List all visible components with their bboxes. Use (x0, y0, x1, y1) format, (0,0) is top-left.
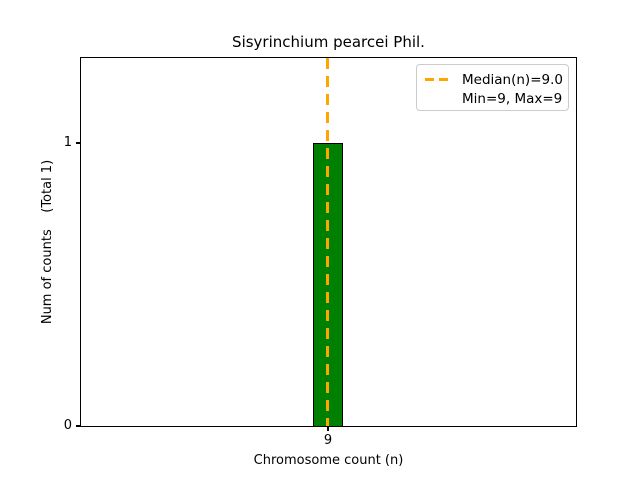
y-tick-label-1: 1 (63, 135, 72, 150)
y-tick-mark-0 (76, 425, 80, 427)
legend-label-minmax: Min=9, Max=9 (462, 90, 563, 107)
dashed-line-icon (425, 78, 452, 81)
legend-box: Median(n)=9.0 Min=9, Max=9 (416, 64, 569, 111)
legend-item-minmax: Min=9, Max=9 (425, 89, 563, 108)
y-tick-label-0: 0 (63, 418, 72, 433)
x-axis-label: Chromosome count (n) (253, 453, 404, 468)
legend-item-median: Median(n)=9.0 (425, 70, 563, 89)
y-axis-label: Num of counts (Total 1) (40, 159, 55, 325)
x-tick-label-9: 9 (323, 433, 333, 448)
median-reference-line (326, 58, 329, 426)
chart-title: Sisyrinchium pearcei Phil. (232, 33, 425, 51)
legend-label-median: Median(n)=9.0 (462, 71, 563, 88)
y-tick-mark-1 (76, 142, 80, 144)
x-tick-mark-9 (327, 427, 329, 431)
empty-handle-spacer (425, 97, 452, 100)
plot-area (80, 57, 577, 427)
